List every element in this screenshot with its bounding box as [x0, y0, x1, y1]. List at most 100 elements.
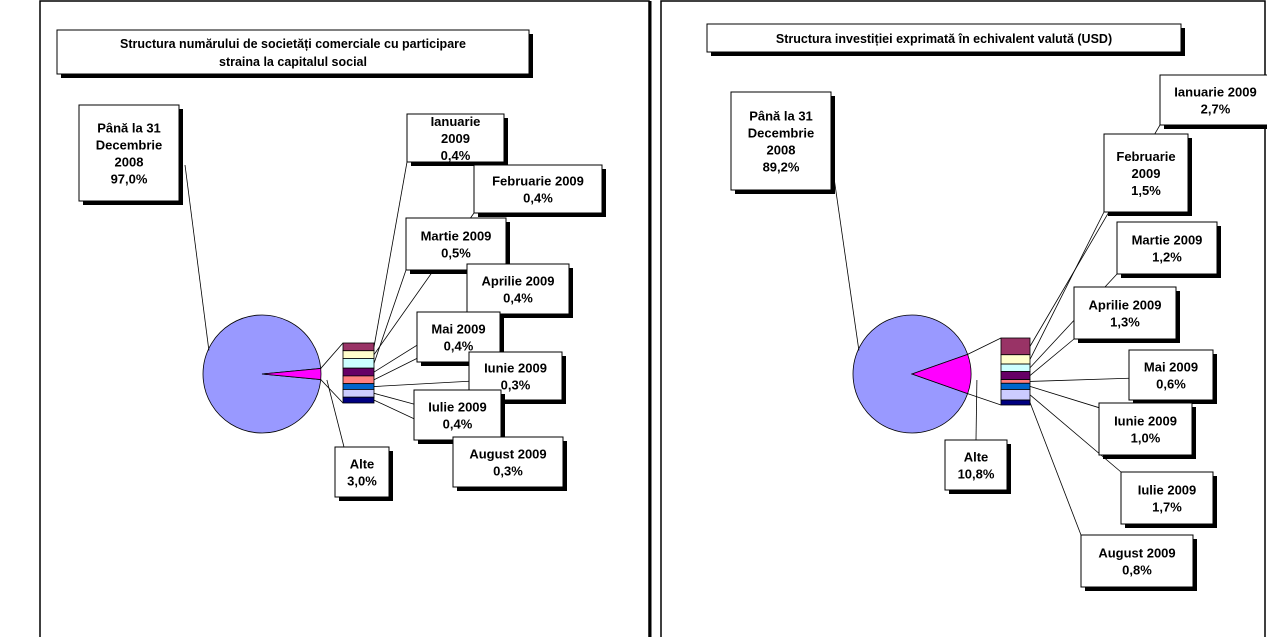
- bar-label-frame: [1120, 471, 1214, 525]
- bar-label: August 2009 0,8%: [1080, 534, 1197, 591]
- bar-segment: [342, 342, 375, 352]
- bar-segment: [342, 375, 375, 385]
- chart-title-line: Structura numărului de societăți comerci…: [120, 37, 466, 51]
- bar-segment: [342, 367, 375, 377]
- bar-label: Aprilie 2009 1,3%: [1073, 286, 1180, 343]
- chart-title: Structura investiției exprimată în echiv…: [706, 23, 1185, 56]
- bar-segment: [342, 389, 375, 398]
- bar-label: Ianuarie 2009 0,4%: [406, 113, 508, 166]
- pie-label-main-text: Până la 31: [749, 109, 813, 124]
- pie-slice-other: [910, 353, 972, 395]
- bar-label-frame: [1116, 221, 1218, 275]
- pie-label-main-value: 89,2%: [763, 160, 800, 175]
- bar-label: Iulie 2009 0,4%: [413, 389, 505, 444]
- chart-title: Structura numărului de societăți comerci…: [56, 29, 533, 78]
- bar-label-text: Aprilie 2009: [482, 274, 555, 289]
- pie-label-main-value: 97,0%: [111, 172, 148, 187]
- bar-segment: [1000, 337, 1031, 356]
- bar-label-value: 0,4%: [441, 148, 471, 163]
- bar-label-leader: [373, 380, 470, 387]
- bar-label-leader: [1029, 386, 1100, 409]
- bar-label-value: 0,6%: [1156, 377, 1186, 392]
- pie-label-leader: [326, 379, 345, 448]
- pie-label-other-value: 10,8%: [958, 467, 995, 482]
- bar-label-text: Ianuarie: [431, 114, 481, 129]
- pie-label-main-frame: [730, 91, 832, 191]
- pie-label-main: Până la 31 Decembrie 2008 97,0%: [78, 104, 183, 205]
- bar-label: Iunie 2009 1,0%: [1098, 402, 1196, 459]
- bar-label: Martie 2009 1,2%: [1116, 221, 1221, 278]
- bar-label-text: Iulie 2009: [1138, 483, 1197, 498]
- bar-segment: [1000, 389, 1031, 401]
- bar-label-frame: [452, 436, 564, 488]
- chart-title-frame: [56, 29, 530, 75]
- pie-label-main: Până la 31 Decembrie 2008 89,2%: [730, 91, 835, 194]
- chart-title-line: Structura investiției exprimată în echiv…: [776, 32, 1112, 46]
- pie-slice-main: [202, 314, 322, 434]
- bar-label-value: 1,7%: [1152, 500, 1182, 515]
- connector-line-top: [320, 342, 344, 369]
- chart-left: Structura numărului de societăți comerci…: [56, 29, 606, 501]
- pie-label-other-frame: [944, 439, 1008, 491]
- bar-label-frame: [466, 263, 570, 315]
- bar-label: Mai 2009 0,4%: [416, 311, 504, 366]
- bar-label-value: 1,5%: [1131, 183, 1161, 198]
- bar-label: Februarie 2009 0,4%: [473, 164, 606, 217]
- bar-label: Mai 2009 0,6%: [1128, 349, 1217, 404]
- bar-label-text: Mai 2009: [431, 322, 485, 337]
- bar-label-text: August 2009: [469, 447, 546, 462]
- connector-line-bottom: [320, 379, 344, 404]
- bar-label-value: 1,2%: [1152, 250, 1182, 265]
- chart-title-frame: [706, 23, 1182, 53]
- bar-segment: [1000, 363, 1031, 372]
- bar-label-text: Martie 2009: [421, 229, 492, 244]
- bar-label-value: 0,8%: [1122, 563, 1152, 578]
- bar-segment: [1000, 354, 1031, 365]
- bar-label-leader: [1029, 211, 1105, 360]
- pie-label-main-frame: [78, 104, 180, 202]
- pie-label-other-text: Alte: [964, 450, 989, 465]
- bar-label-text: Iunie 2009: [484, 361, 547, 376]
- bar-label-value: 0,4%: [503, 291, 533, 306]
- bar-label-frame: [1159, 74, 1267, 126]
- bar-label: Iulie 2009 1,7%: [1120, 471, 1217, 528]
- bar-label-leader: [1029, 394, 1122, 473]
- bar-segment: [1000, 399, 1031, 406]
- chart-title-line: straina la capitalul social: [219, 55, 367, 69]
- bar-label-text: Ianuarie 2009: [1174, 85, 1256, 100]
- bar-label-value: 0,4%: [523, 191, 553, 206]
- bar-label-text: 2009: [1132, 166, 1161, 181]
- bar-label-text: 2009: [441, 131, 470, 146]
- bar-label-frame: [405, 217, 507, 271]
- bar-segment: [1000, 379, 1031, 384]
- bar-label-leader: [373, 358, 418, 381]
- bar-label-frame: [473, 164, 603, 214]
- bar-label-frame: [406, 113, 505, 163]
- pie-label-leader: [975, 379, 978, 441]
- bar-label-frame: [1128, 349, 1214, 401]
- bar-label-value: 1,3%: [1110, 315, 1140, 330]
- bar-label-leader: [1029, 338, 1075, 376]
- pie-label-main-text: 2008: [115, 155, 144, 170]
- bar-label-leader: [373, 392, 415, 405]
- pie-label-other-text: Alte: [350, 457, 375, 472]
- pie-label-main-text: Decembrie: [748, 126, 814, 141]
- bar-segment: [1000, 371, 1031, 380]
- bar-segment: [1000, 382, 1031, 390]
- bar-label-value: 2,7%: [1201, 102, 1231, 117]
- bar-label-frame: [1103, 133, 1189, 213]
- bar-label-value: 0,4%: [443, 417, 473, 432]
- bar-segment: [342, 396, 375, 404]
- pie-label-main-text: Până la 31: [97, 121, 161, 136]
- bar-label-text: Februarie 2009: [492, 174, 584, 189]
- pie-label-other-frame: [334, 446, 390, 498]
- bar-label-frame: [1073, 286, 1177, 340]
- bar-label: August 2009 0,3%: [452, 436, 567, 491]
- connector-line-top: [967, 337, 1002, 355]
- pie-slice-other: [261, 368, 322, 380]
- bar-label-frame: [1098, 402, 1193, 456]
- bar-label-text: Iulie 2009: [428, 400, 487, 415]
- bar-label-leader: [373, 161, 408, 347]
- bar-label-frame: [1080, 534, 1194, 588]
- pie-label-other-value: 3,0%: [347, 474, 377, 489]
